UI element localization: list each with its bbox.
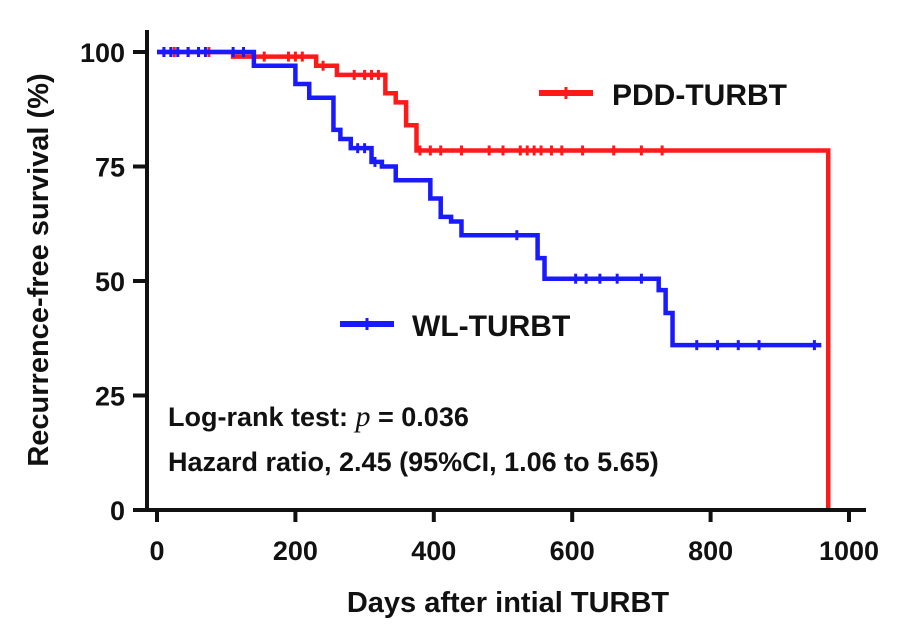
legend-label-pdd: PDD-TURBT	[612, 79, 787, 112]
logrank-annotation: Log-rank test: p = 0.036	[168, 400, 469, 433]
ticks: 0 200 400 600 800 1000 0 25 50 75 100	[80, 38, 879, 566]
y-tick-label: 25	[95, 382, 125, 412]
x-tick-label: 200	[273, 536, 318, 566]
series-line-wl-turbt	[157, 49, 822, 348]
x-tick-label: 400	[411, 536, 456, 566]
x-tick-label: 1000	[819, 536, 879, 566]
y-tick-label: 100	[80, 38, 125, 68]
y-tick-label: 50	[95, 267, 125, 297]
y-tick-label: 0	[110, 496, 125, 526]
x-axis-label: Days after intial TURBT	[347, 587, 670, 619]
x-tick-label: 800	[688, 536, 733, 566]
series-line-pdd-turbt	[157, 49, 831, 510]
axes	[145, 30, 866, 512]
hazard-ratio-annotation: Hazard ratio, 2.45 (95%CI, 1.06 to 5.65)	[168, 447, 659, 477]
legend: PDD-TURBT WL-TURBT	[340, 79, 787, 343]
y-axis-label: Recurrence-free survival (%)	[23, 73, 55, 466]
y-tick-label: 75	[95, 153, 125, 183]
x-tick-label: 600	[550, 536, 595, 566]
x-tick-label: 0	[149, 536, 164, 566]
legend-label-wl: WL-TURBT	[412, 310, 570, 343]
plot-lines	[157, 47, 831, 510]
